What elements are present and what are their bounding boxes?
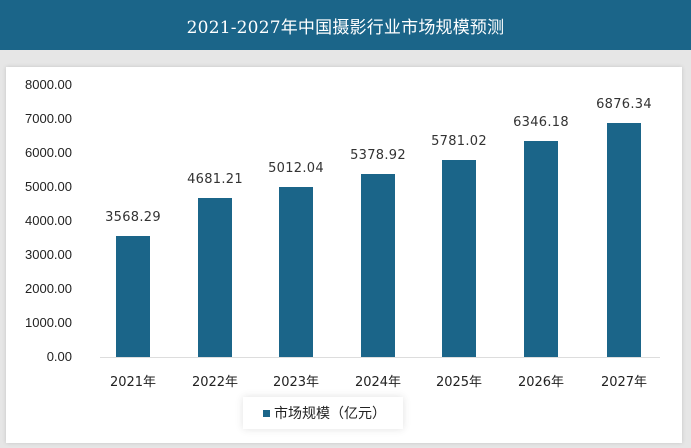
y-tick-label: 4000.00 [25, 213, 72, 228]
data-label: 6876.34 [596, 97, 652, 113]
y-tick-label: 0.00 [46, 349, 72, 364]
data-label: 4681.21 [187, 171, 243, 187]
y-tick-label: 2000.00 [25, 281, 72, 296]
y-tick-label: 7000.00 [25, 111, 72, 126]
bar [198, 197, 232, 357]
chart-title: 2021-2027年中国摄影行业市场规模预测 [186, 18, 505, 38]
y-tick-label: 8000.00 [25, 77, 72, 92]
data-label: 6346.18 [513, 115, 569, 131]
x-tick-label: 2026年 [517, 375, 565, 390]
y-tick-label: 5000.00 [25, 179, 72, 194]
x-tick-label: 2022年 [191, 375, 239, 390]
bar [116, 235, 150, 357]
y-tick-label: 6000.00 [25, 145, 72, 160]
y-tick-label: 3000.00 [25, 247, 72, 262]
bar [442, 160, 476, 357]
bar [607, 123, 641, 357]
legend: 市场规模（亿元） [243, 397, 403, 429]
data-label: 5012.04 [268, 160, 324, 176]
data-label: 5378.92 [350, 148, 406, 164]
legend-swatch-icon [263, 409, 270, 417]
x-tick-label: 2025年 [435, 375, 483, 390]
bar [361, 174, 395, 357]
x-axis-line [100, 357, 660, 358]
bar [524, 141, 558, 357]
bar [279, 186, 313, 357]
x-tick-label: 2023年 [272, 375, 320, 390]
data-label: 5781.02 [431, 134, 487, 150]
y-tick-label: 1000.00 [25, 315, 72, 330]
data-label: 3568.29 [105, 209, 161, 225]
title-banner: 2021-2027年中国摄影行业市场规模预测 [0, 0, 691, 50]
legend-label: 市场规模（亿元） [274, 406, 386, 422]
x-tick-label: 2027年 [600, 375, 648, 390]
x-tick-label: 2024年 [354, 375, 402, 390]
x-tick-label: 2021年 [109, 375, 157, 390]
